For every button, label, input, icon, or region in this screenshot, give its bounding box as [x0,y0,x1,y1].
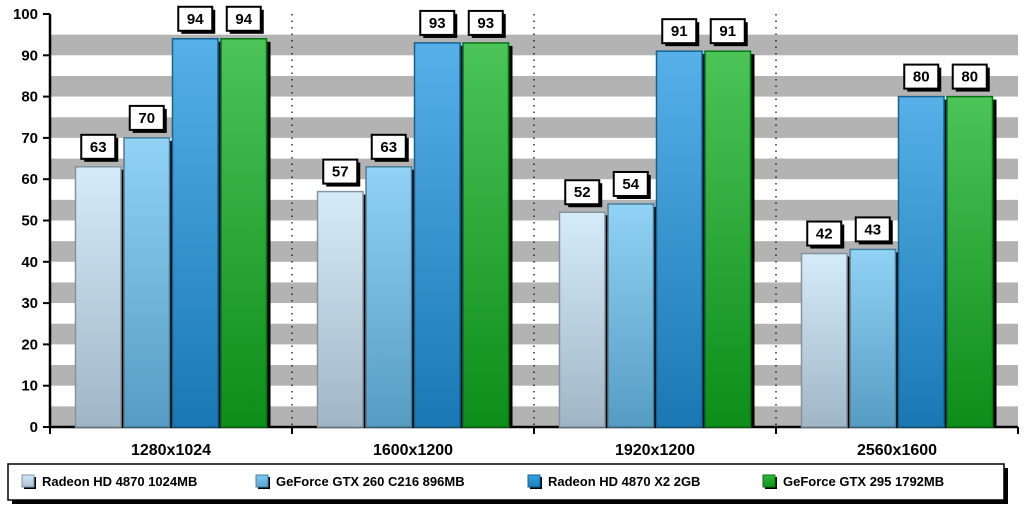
bar [558,211,606,428]
bar [220,38,268,428]
x-category-label: 1280x1024 [131,442,211,459]
y-tick-label: 70 [21,130,38,147]
bar [171,38,219,428]
data-label: 80 [913,69,930,86]
bar [365,166,413,428]
bar [123,137,171,428]
data-label: 57 [332,164,349,181]
data-label: 91 [719,23,736,40]
x-category-label: 2560x1600 [857,442,937,459]
data-label-box [854,216,891,243]
legend-swatch [762,474,776,488]
x-category-label: 1920x1200 [615,442,695,459]
data-label-box [128,104,165,131]
data-label-box [951,63,988,90]
data-label: 63 [380,139,397,156]
y-tick-label: 10 [21,378,38,395]
bar [946,95,994,428]
data-label: 70 [138,110,155,127]
bar [800,252,848,428]
data-label-box [370,133,407,160]
y-tick-label: 90 [21,47,38,64]
y-tick-label: 80 [21,89,38,106]
data-label: 52 [574,184,591,201]
data-label: 43 [864,221,881,238]
grid-band [50,117,1018,138]
data-label-box [564,179,601,206]
y-tick-label: 50 [21,213,38,230]
bar [462,42,510,428]
legend-swatch [527,474,541,488]
data-label-box [177,5,214,32]
data-label-box [467,9,504,36]
data-label-box [806,220,843,247]
bar [607,203,655,428]
y-tick-label: 30 [21,295,38,312]
y-tick-label: 60 [21,171,38,188]
data-label-box [419,9,456,36]
grid-band [50,34,1018,56]
legend-swatch [255,474,269,488]
data-label-box [612,170,649,197]
bar [74,166,122,428]
y-tick-label: 40 [21,254,38,271]
data-label-box [322,158,359,185]
data-label-box [225,5,262,32]
grid-band [50,241,1018,262]
data-labels: 63 70 94 94 57 63 93 93 52 54 91 91 42 43 80 80 [80,5,990,249]
data-label-box [709,18,746,45]
data-label: 63 [90,139,107,156]
bar [413,42,461,428]
bar [704,50,752,428]
data-label: 54 [622,176,639,193]
legend: Radeon HD 4870 1024MB GeForce GTX 260 C21… [7,463,1008,504]
data-label: 91 [671,23,688,40]
legend-label: GeForce GTX 260 C216 896MB [276,474,465,489]
data-label: 94 [187,11,204,28]
legend-label: Radeon HD 4870 1024MB [42,474,197,489]
y-axis-ticks: 0 10 20 30 40 50 60 70 80 90 100 [13,6,50,436]
grid-band [50,365,1018,386]
y-tick-label: 20 [21,336,38,353]
legend-label: Radeon HD 4870 X2 2GB [548,474,700,489]
legend-box [7,463,1005,501]
bar [849,248,897,428]
data-label: 93 [477,15,494,32]
bars [74,38,997,428]
data-label-box [661,18,698,45]
data-label-box [903,63,940,90]
bar [897,95,945,428]
x-axis-categories: 1280x1024 1600x1200 1920x1200 2560x1600 [131,442,937,459]
y-tick-label: 0 [30,419,38,436]
data-label: 42 [816,226,833,243]
data-label-box [80,133,117,160]
x-category-label: 1600x1200 [373,442,453,459]
legend-label: GeForce GTX 295 1792MB [783,474,944,489]
bar [316,190,364,428]
data-label: 80 [961,69,978,86]
data-label: 94 [235,11,252,28]
data-label: 93 [429,15,446,32]
legend-swatch [21,474,35,488]
bar [655,50,703,428]
y-tick-label: 100 [13,6,38,23]
